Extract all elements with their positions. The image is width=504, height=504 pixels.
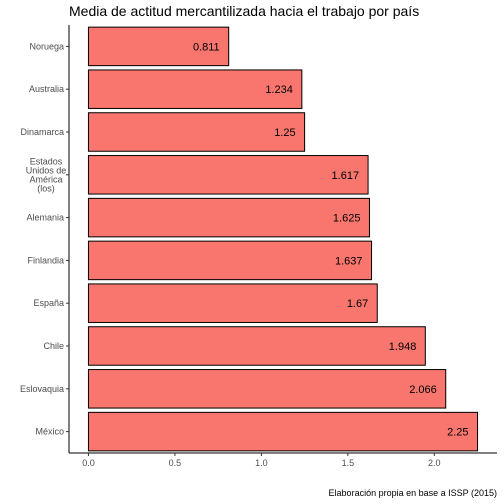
x-tick-label: 2.0: [428, 458, 441, 468]
category-label: Chile: [43, 341, 64, 351]
category-label: Dinamarca: [20, 127, 64, 137]
chart-caption: Elaboración propia en base a ISSP (2015): [329, 488, 497, 498]
x-tick-label: 1.5: [342, 458, 355, 468]
x-tick-label: 0.5: [169, 458, 182, 468]
category-label: Alemania: [26, 213, 64, 223]
data-label: 2.25: [447, 427, 468, 439]
data-label: 0.811: [193, 41, 220, 53]
bar: [87, 240, 373, 281]
category-label: Estados Unidos de América (los): [26, 156, 67, 193]
plot-area: 0.0 0.5 1.0 1.5 2.0 Noruega 0.811 Australia 1.23…: [20, 25, 497, 468]
bar: [87, 26, 230, 67]
bar: [87, 283, 378, 323]
data-label: 2.066: [409, 384, 437, 396]
chart-title: Media de actitud mercantilizada hacia el…: [69, 3, 419, 19]
data-label: 1.625: [333, 213, 361, 225]
data-label: 1.948: [389, 341, 417, 353]
data-label: 1.617: [332, 170, 360, 182]
category-label: Eslovaquia: [20, 384, 64, 394]
category-label: Australia: [29, 84, 64, 94]
category-label: México: [35, 427, 64, 437]
data-label: 1.25: [274, 127, 295, 139]
data-label: 1.67: [347, 298, 368, 310]
bar: [87, 369, 447, 409]
bar: [87, 411, 479, 452]
data-label: 1.234: [265, 84, 293, 96]
bar: [87, 112, 306, 152]
category-label: Finlandia: [27, 255, 64, 265]
category-label: Noruega: [29, 41, 64, 51]
x-tick-label: 0.0: [82, 458, 95, 468]
bar: [87, 155, 369, 195]
category-label: España: [33, 298, 64, 308]
data-label: 1.637: [335, 255, 363, 267]
bar: [87, 326, 426, 366]
bar: [87, 69, 303, 109]
x-tick-label: 1.0: [255, 458, 268, 468]
bar: [87, 197, 370, 238]
